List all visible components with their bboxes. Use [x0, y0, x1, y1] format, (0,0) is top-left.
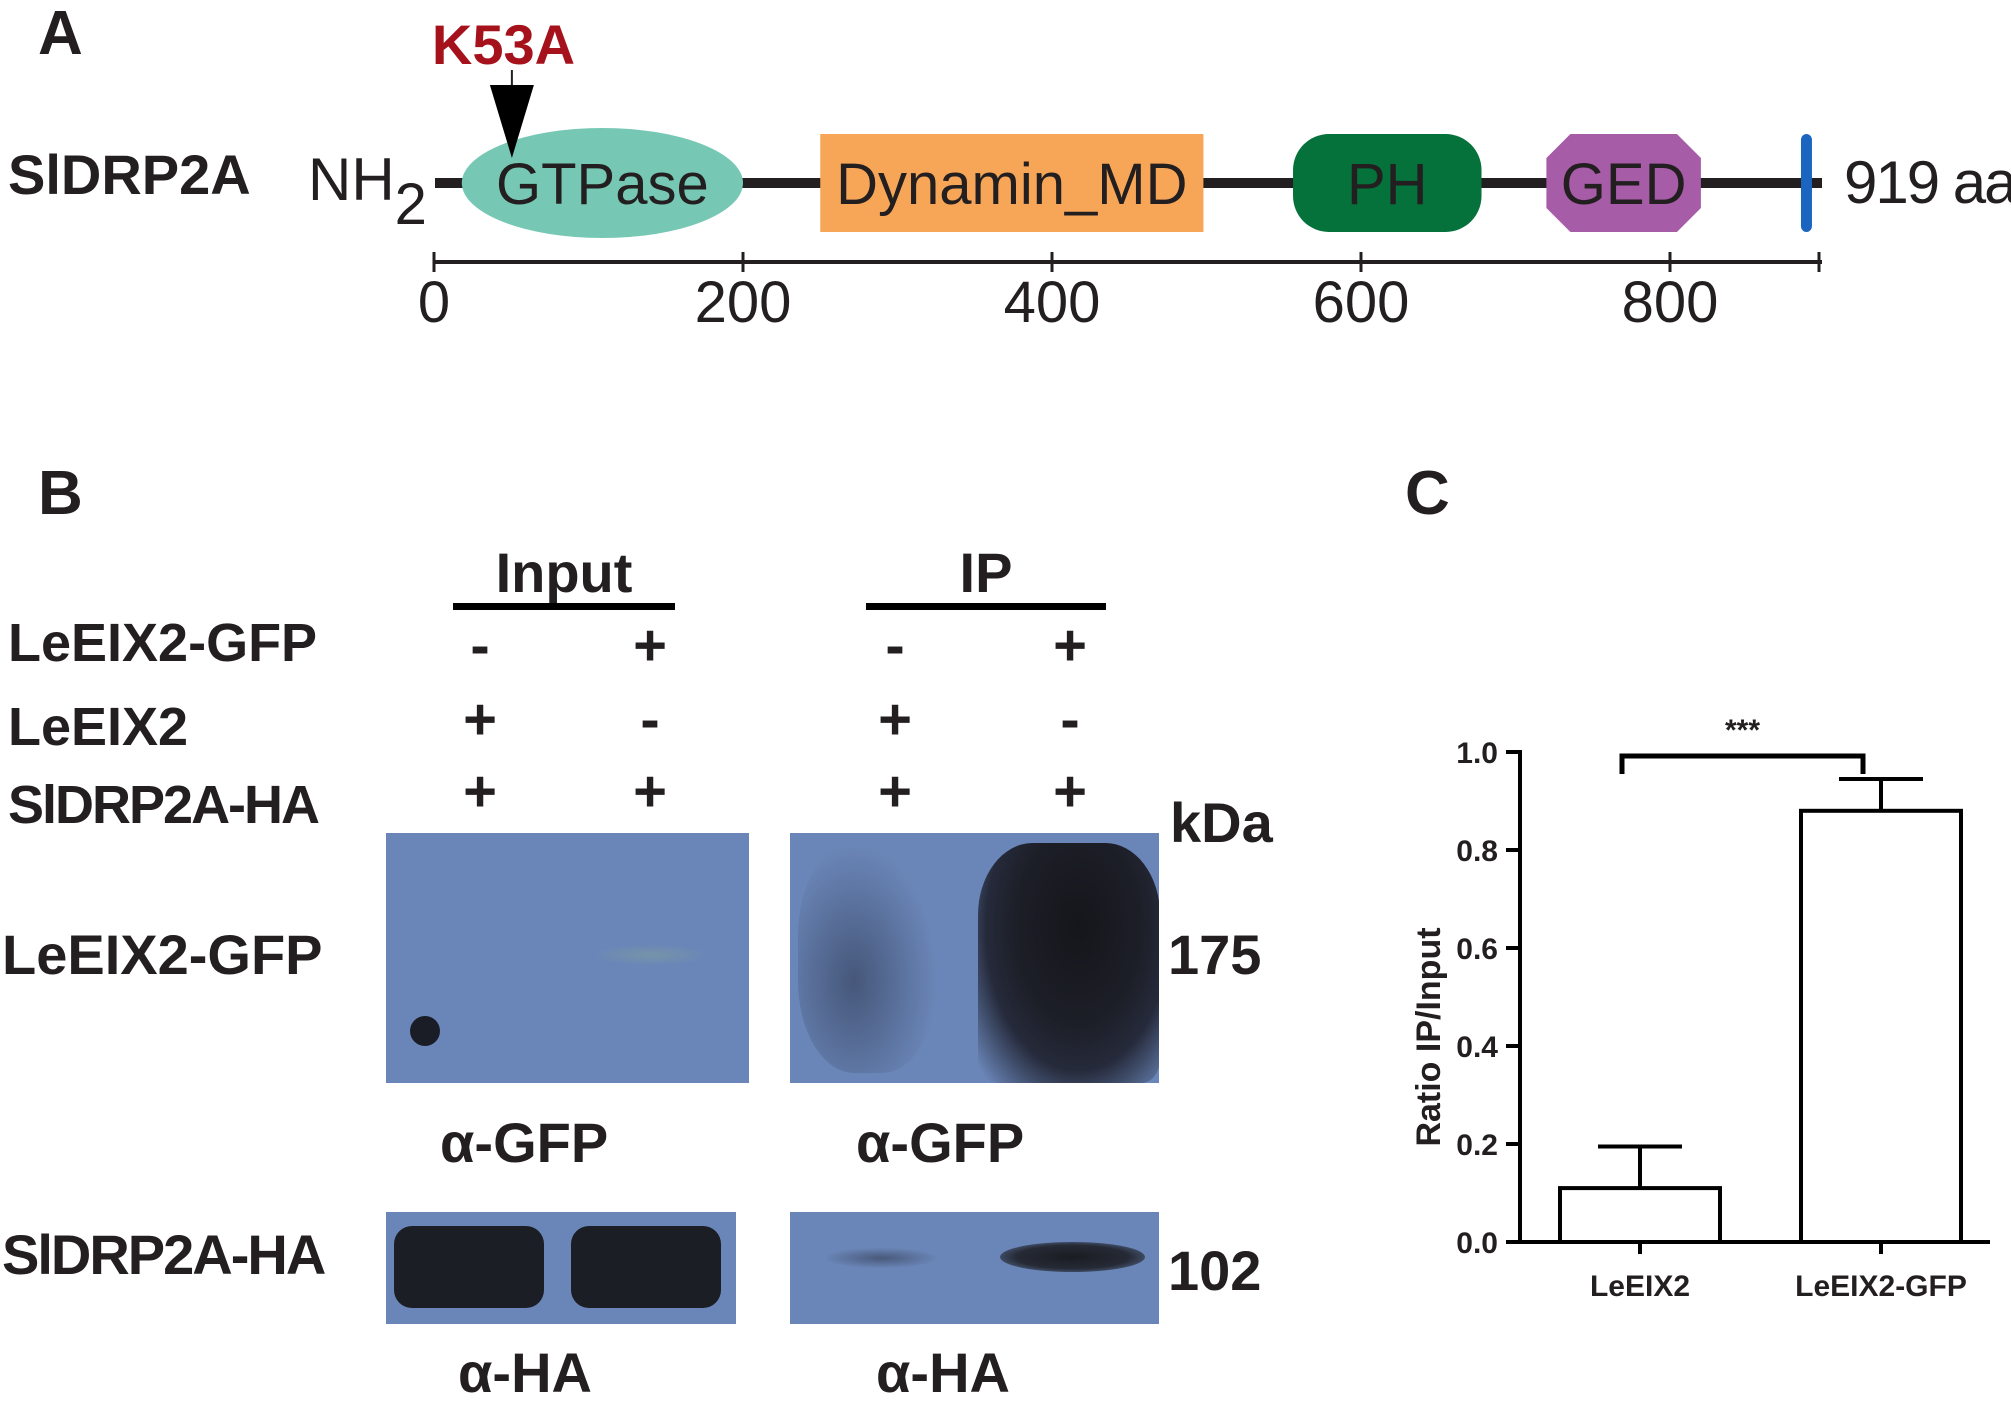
- significance-label: ***: [1725, 714, 1760, 747]
- treatment-sign: +: [633, 613, 667, 678]
- domain-architecture-diagram: GTPase Dynamin_MD PH GED 0 200 400 600 800: [418, 70, 1822, 335]
- scale-tick-label: 400: [1004, 270, 1101, 335]
- band-ip-ha-lane1: [826, 1248, 936, 1268]
- treatment-sign: -: [470, 613, 490, 678]
- scale-tick-label: 800: [1622, 270, 1719, 335]
- smear-ip-gfp-lane1: [798, 843, 938, 1073]
- kda-label: kDa: [1170, 791, 1273, 854]
- domain-label-ged: GED: [1561, 152, 1687, 217]
- treatment-sign: -: [640, 687, 660, 752]
- row-label-leeix2-gfp: LeEIX2-GFP: [8, 613, 318, 673]
- protein-name: SlDRP2A: [8, 143, 251, 206]
- panel-b-label: B: [38, 459, 83, 528]
- bar-leeix2-gfp: [1799, 808, 1963, 1245]
- domain-ph: [1293, 134, 1482, 232]
- domain-ged: [1546, 134, 1701, 232]
- ratio-bar-chart: 0.0 0.2 0.4 0.6 0.8 1.0 Ratio IP/Input LeEIX2 Le…: [1410, 714, 1990, 1303]
- blot-input-gfp: [386, 833, 749, 1083]
- blot-spot: [410, 1016, 440, 1046]
- band-input-ha-lane1: [394, 1226, 544, 1308]
- mutation-arrow: [489, 85, 534, 158]
- panel-c-label: C: [1405, 459, 1450, 528]
- blot-label-gfp: LeEIX2-GFP: [2, 923, 323, 986]
- y-tick-label: 0.2: [1456, 1129, 1498, 1162]
- mw-marker-175: 175: [1168, 923, 1262, 986]
- antibody-label-input-gfp: α-GFP: [440, 1111, 609, 1174]
- treatment-sign: +: [878, 759, 912, 824]
- treatment-sign: +: [463, 687, 497, 752]
- treatment-sign: -: [1060, 687, 1080, 752]
- band-input-ha-lane2: [571, 1226, 721, 1308]
- treatment-sign: +: [878, 687, 912, 752]
- scale-tick-label: 0: [418, 270, 450, 335]
- band-ip-ha-lane2: [1000, 1242, 1145, 1272]
- group-input-bar: [453, 603, 675, 610]
- mw-marker-102: 102: [1168, 1239, 1262, 1302]
- antibody-label-input-ha: α-HA: [458, 1341, 592, 1404]
- domain-label-gtpase: GTPase: [496, 152, 709, 217]
- bar-leeix2: [1558, 1186, 1722, 1245]
- mutation-label: K53A: [431, 13, 576, 76]
- treatment-sign: -: [885, 613, 905, 678]
- y-tick-label: 0.0: [1456, 1227, 1498, 1260]
- row-label-leeix2: LeEIX2: [8, 697, 189, 757]
- scale-tick-label: 200: [695, 270, 792, 335]
- treatment-sign: +: [633, 759, 667, 824]
- blot-label-ha: SlDRP2A-HA: [2, 1223, 326, 1286]
- group-input-label: Input: [495, 541, 633, 604]
- antibody-label-ip-gfp: α-GFP: [856, 1111, 1025, 1174]
- treatment-sign: +: [1053, 613, 1087, 678]
- n-terminus-text: NH: [308, 146, 395, 213]
- y-tick-label: 0.6: [1456, 933, 1498, 966]
- domain-label-ph: PH: [1347, 152, 1428, 217]
- treatment-sign: +: [463, 759, 497, 824]
- domain-gtpase: [461, 128, 743, 238]
- n-terminus-label: NH2: [308, 145, 427, 237]
- scale-tick-label: 600: [1313, 270, 1410, 335]
- band-input-gfp: [596, 945, 706, 965]
- treatment-sign: +: [1053, 759, 1087, 824]
- x-tick-label: LeEIX2: [1590, 1270, 1690, 1303]
- blot-ip-gfp: [790, 833, 1159, 1083]
- y-tick-label: 1.0: [1456, 737, 1498, 770]
- domain-dynamin-md: [820, 134, 1204, 232]
- protein-length: 919 aa: [1844, 149, 2011, 216]
- group-ip-bar: [866, 603, 1106, 610]
- y-axis-label: Ratio IP/Input: [1410, 927, 1448, 1146]
- row-label-sldrp2a-ha: SlDRP2A-HA: [8, 775, 320, 835]
- blot-ip-ha: [790, 1212, 1159, 1324]
- blot-input-ha: [386, 1212, 736, 1324]
- y-tick-label: 0.8: [1456, 835, 1498, 868]
- domain-label-dynamin-md: Dynamin_MD: [836, 152, 1187, 217]
- significance-bracket: [1619, 753, 1866, 774]
- group-ip-label: IP: [959, 541, 1013, 604]
- c-terminal-marker: [1800, 134, 1812, 232]
- band-ip-gfp: [978, 843, 1159, 1083]
- x-tick-label: LeEIX2-GFP: [1795, 1270, 1967, 1303]
- y-tick-label: 0.4: [1456, 1031, 1498, 1064]
- panel-a-label: A: [38, 0, 83, 68]
- n-terminus-subscript: 2: [394, 172, 427, 237]
- antibody-label-ip-ha: α-HA: [876, 1341, 1010, 1404]
